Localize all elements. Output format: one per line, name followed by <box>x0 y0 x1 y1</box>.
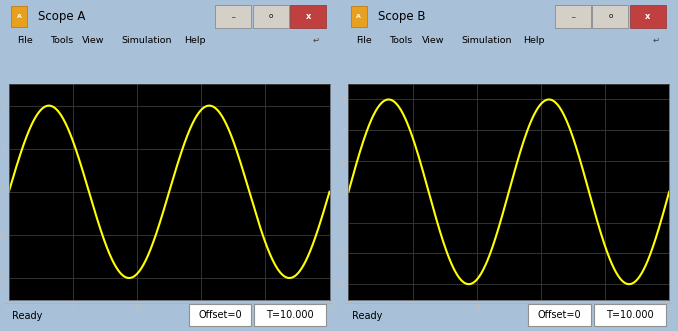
Text: ↵: ↵ <box>313 35 320 45</box>
Bar <box>594 304 666 326</box>
Text: Simulation: Simulation <box>121 35 172 45</box>
Bar <box>593 5 629 27</box>
Bar <box>254 304 326 326</box>
Bar <box>253 5 289 27</box>
Text: x: x <box>306 12 311 21</box>
Bar <box>351 6 367 26</box>
Bar <box>188 304 251 326</box>
Bar <box>528 304 591 326</box>
Text: o: o <box>268 13 273 19</box>
Text: A: A <box>17 14 22 19</box>
Text: _: _ <box>571 12 574 18</box>
Text: ↵: ↵ <box>652 35 660 45</box>
Text: Simulation: Simulation <box>461 35 512 45</box>
Text: _: _ <box>231 12 235 18</box>
Text: Help: Help <box>523 35 545 45</box>
Bar <box>630 5 666 27</box>
Bar <box>12 6 27 26</box>
Text: x: x <box>645 12 651 21</box>
Text: Offset=0: Offset=0 <box>198 310 242 320</box>
Text: A: A <box>357 14 361 19</box>
Bar <box>215 5 251 27</box>
Text: Ready: Ready <box>352 311 382 321</box>
Text: File: File <box>357 35 372 45</box>
Bar <box>555 5 591 27</box>
Text: Ready: Ready <box>12 311 42 321</box>
Text: T=10.000: T=10.000 <box>266 310 314 320</box>
Text: o: o <box>608 13 612 19</box>
Text: View: View <box>83 35 105 45</box>
Text: Tools: Tools <box>49 35 73 45</box>
Text: Scope A: Scope A <box>38 10 85 23</box>
Bar <box>290 5 326 27</box>
Text: View: View <box>422 35 445 45</box>
Text: Tools: Tools <box>389 35 412 45</box>
Text: File: File <box>17 35 33 45</box>
Text: Offset=0: Offset=0 <box>538 310 582 320</box>
Text: Help: Help <box>184 35 205 45</box>
Text: T=10.000: T=10.000 <box>606 310 654 320</box>
Text: Scope B: Scope B <box>378 10 425 23</box>
